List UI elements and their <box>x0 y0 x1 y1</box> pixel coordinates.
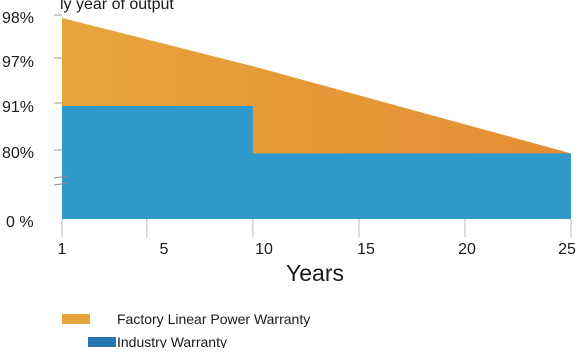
legend-label-industry: Industry Warranty <box>117 334 227 348</box>
x-tick-label-1: 1 <box>58 241 67 258</box>
y-tick-label-91: 91% <box>2 99 34 116</box>
axis-break-symbol <box>53 175 69 186</box>
y-tick-label-0: 0 % <box>6 214 34 231</box>
industry-warranty-area <box>62 106 571 219</box>
y-tick-label-98: 98% <box>2 10 34 27</box>
x-tick-label-25: 25 <box>558 241 576 258</box>
legend-swatch-industry <box>88 337 116 347</box>
x-tick-label-10: 10 <box>255 241 273 258</box>
x-axis-label: Years <box>286 260 344 286</box>
x-tick-label-15: 15 <box>357 241 375 258</box>
clipped-header-text: ly year of output <box>60 0 174 13</box>
y-tick-label-80: 80% <box>2 145 34 162</box>
x-tick-label-20: 20 <box>458 241 476 258</box>
legend-label-factory: Factory Linear Power Warranty <box>117 311 310 327</box>
x-tick-label-5: 5 <box>160 241 169 258</box>
y-tick-label-97: 97% <box>2 54 34 71</box>
legend-swatch-factory <box>62 314 90 324</box>
y-axis-ticks <box>54 14 62 151</box>
x-axis-ticks <box>61 219 572 237</box>
